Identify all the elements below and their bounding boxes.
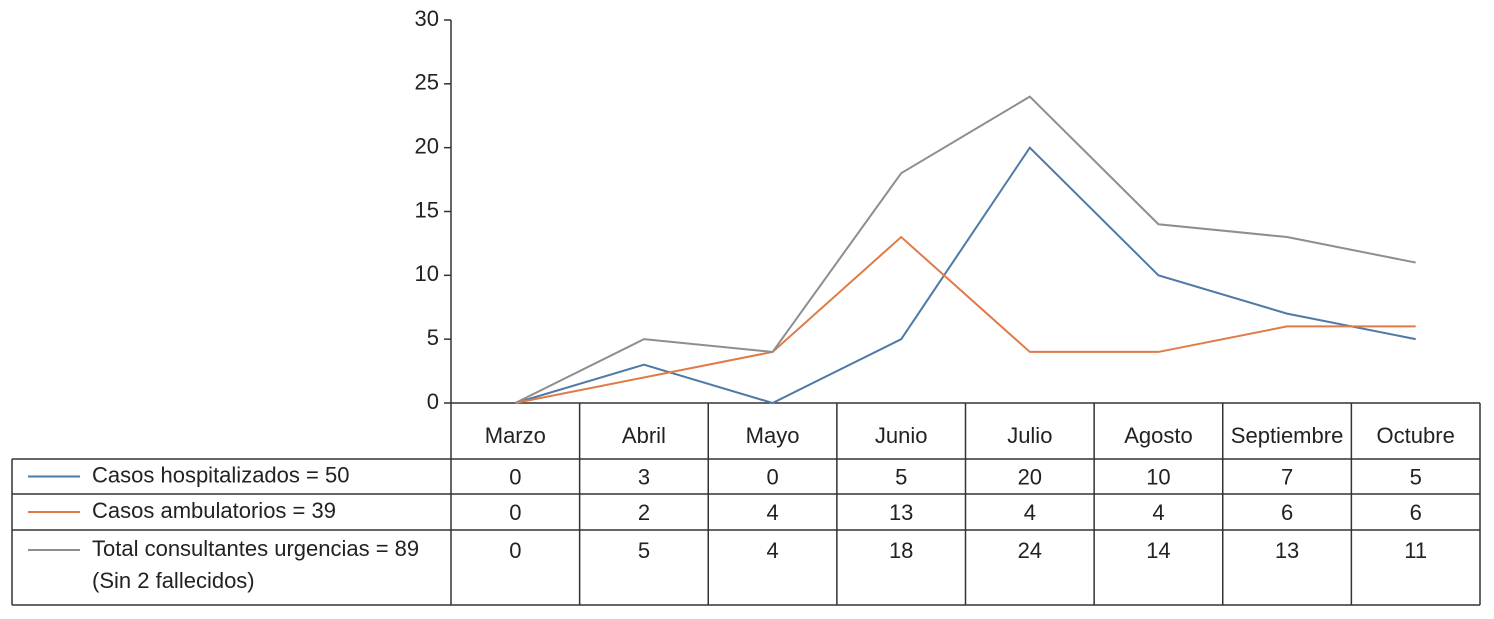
series-line <box>515 146 1416 405</box>
y-tick-label: 20 <box>415 133 439 158</box>
table-value: 2 <box>638 500 650 525</box>
table-value: 20 <box>1018 464 1042 489</box>
table-value: 13 <box>889 500 913 525</box>
y-tick-label: 0 <box>427 389 439 414</box>
y-tick-label: 25 <box>415 70 439 95</box>
table-value: 0 <box>509 538 521 563</box>
table-value: 3 <box>638 464 650 489</box>
legend-label: Casos hospitalizados = 50 <box>92 462 349 487</box>
x-tick-label: Agosto <box>1124 423 1193 448</box>
x-tick-label: Mayo <box>746 423 800 448</box>
table-value: 14 <box>1146 538 1170 563</box>
series-line <box>515 235 1416 404</box>
table-value: 7 <box>1281 464 1293 489</box>
table-value: 0 <box>509 464 521 489</box>
table-value: 4 <box>766 538 778 563</box>
y-tick-label: 10 <box>415 261 439 286</box>
table-value: 11 <box>1404 538 1427 563</box>
legend-label: Casos ambulatorios = 39 <box>92 498 336 523</box>
x-tick-label: Octubre <box>1377 423 1455 448</box>
legend-label: Total consultantes urgencias = 89 <box>92 536 419 561</box>
table-value: 10 <box>1146 464 1170 489</box>
legend-note: (Sin 2 fallecidos) <box>92 568 255 593</box>
table-value: 0 <box>766 464 778 489</box>
table-value: 4 <box>1024 500 1036 525</box>
table-value: 5 <box>1410 464 1422 489</box>
table-value: 6 <box>1410 500 1422 525</box>
table-value: 0 <box>509 500 521 525</box>
table-value: 5 <box>638 538 650 563</box>
x-tick-label: Marzo <box>485 423 546 448</box>
table-value: 5 <box>895 464 907 489</box>
table-value: 4 <box>1152 500 1164 525</box>
x-tick-label: Septiembre <box>1231 423 1344 448</box>
y-tick-label: 15 <box>415 197 439 222</box>
y-tick-label: 5 <box>427 325 439 350</box>
table-value: 18 <box>889 538 913 563</box>
table-value: 6 <box>1281 500 1293 525</box>
x-tick-label: Abril <box>622 423 666 448</box>
table-value: 13 <box>1275 538 1299 563</box>
series-line <box>514 95 1416 404</box>
x-tick-label: Junio <box>875 423 928 448</box>
table-value: 4 <box>766 500 778 525</box>
x-tick-label: Julio <box>1007 423 1052 448</box>
table-value: 24 <box>1018 538 1042 563</box>
y-tick-label: 30 <box>415 6 439 31</box>
